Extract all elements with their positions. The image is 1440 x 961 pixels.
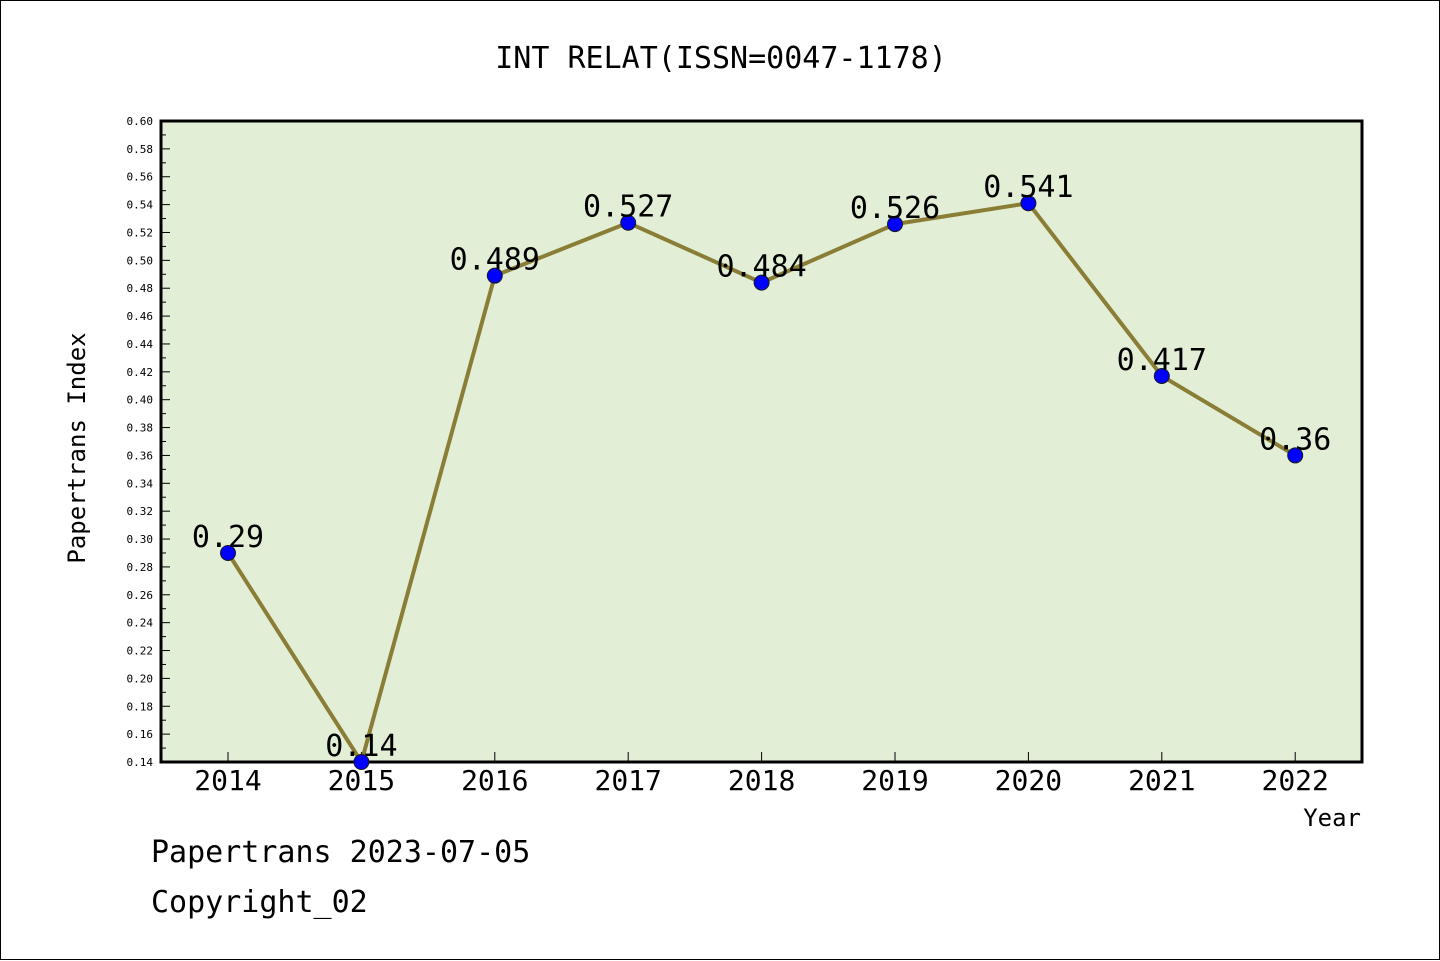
y-tick-label: 0.18: [127, 700, 154, 713]
y-tick-label: 0.48: [127, 282, 154, 295]
data-point-marker: [220, 544, 236, 561]
x-tick-label: 2017: [594, 764, 661, 797]
y-tick-label: 0.52: [127, 226, 154, 239]
x-tick-label: 2021: [1128, 764, 1195, 797]
y-tick-label: 0.24: [127, 617, 154, 630]
y-tick-label: 0.26: [127, 589, 154, 602]
y-tick-label: 0.60: [127, 115, 154, 128]
x-tick-label: 2019: [861, 764, 928, 797]
data-point-marker: [1020, 195, 1037, 212]
y-tick-label: 0.54: [127, 199, 154, 212]
plot-area: [159, 119, 1364, 764]
y-tick-label: 0.42: [127, 366, 154, 379]
footer-copyright: Copyright_02: [151, 885, 368, 920]
data-label: 0.29: [192, 520, 264, 555]
y-tick-label: 0.22: [127, 645, 154, 658]
y-axis-label: Papertrans Index: [63, 332, 91, 563]
y-tick-label: 0.38: [127, 422, 154, 435]
data-label: 0.14: [325, 729, 397, 764]
y-tick-label: 0.32: [127, 505, 154, 518]
data-label: 0.489: [450, 243, 540, 278]
y-tick-label: 0.20: [127, 672, 154, 685]
data-point-marker: [486, 267, 503, 284]
y-tick-label: 0.40: [127, 394, 154, 407]
series-layer: 0.29 0.14 0.489 0.527 0.484 0.526 0.541 0.417 0.…: [192, 170, 1331, 770]
x-axis: 2014 2015 2016 2017 2018 2019 2020 2021 2022: [194, 752, 1329, 797]
data-point-marker: [753, 274, 770, 291]
y-axis: 0.14 0.16 0.18 0.20 0.22 0.24 0.26 0.28 0.30 0.32…: [127, 115, 170, 769]
y-tick-label: 0.44: [127, 338, 154, 351]
y-tick-label: 0.46: [127, 310, 154, 323]
data-label: 0.36: [1259, 422, 1331, 457]
x-tick-label: 2018: [728, 764, 795, 797]
data-point-marker: [887, 216, 903, 233]
y-tick-label: 0.34: [127, 477, 154, 490]
data-label: 0.417: [1117, 343, 1207, 378]
y-tick-label: 0.56: [127, 171, 154, 184]
y-tick-label: 0.50: [127, 254, 154, 267]
y-tick-label: 0.36: [127, 449, 154, 462]
x-tick-label: 2022: [1261, 764, 1328, 797]
x-tick-label: 2014: [194, 764, 261, 797]
y-tick-label: 0.28: [127, 561, 154, 574]
data-label: 0.527: [583, 190, 673, 225]
x-axis-label: Year: [1303, 804, 1361, 832]
data-point-marker: [353, 754, 370, 770]
y-tick-label: 0.16: [127, 728, 154, 741]
y-tick-label: 0.14: [127, 756, 154, 769]
data-label: 0.541: [983, 170, 1073, 205]
data-point-marker: [620, 214, 637, 231]
data-label: 0.526: [850, 191, 940, 226]
footer-date: Papertrans 2023-07-05: [151, 835, 531, 870]
data-point-marker: [1287, 447, 1304, 464]
x-tick-label: 2016: [461, 764, 528, 797]
y-tick-label: 0.30: [127, 533, 154, 546]
data-point-marker: [1153, 368, 1170, 385]
x-tick-label: 2020: [995, 764, 1062, 797]
data-label: 0.484: [716, 250, 806, 285]
chart-title: INT RELAT(ISSN=0047-1178): [495, 41, 947, 76]
y-tick-label: 0.58: [127, 143, 154, 156]
